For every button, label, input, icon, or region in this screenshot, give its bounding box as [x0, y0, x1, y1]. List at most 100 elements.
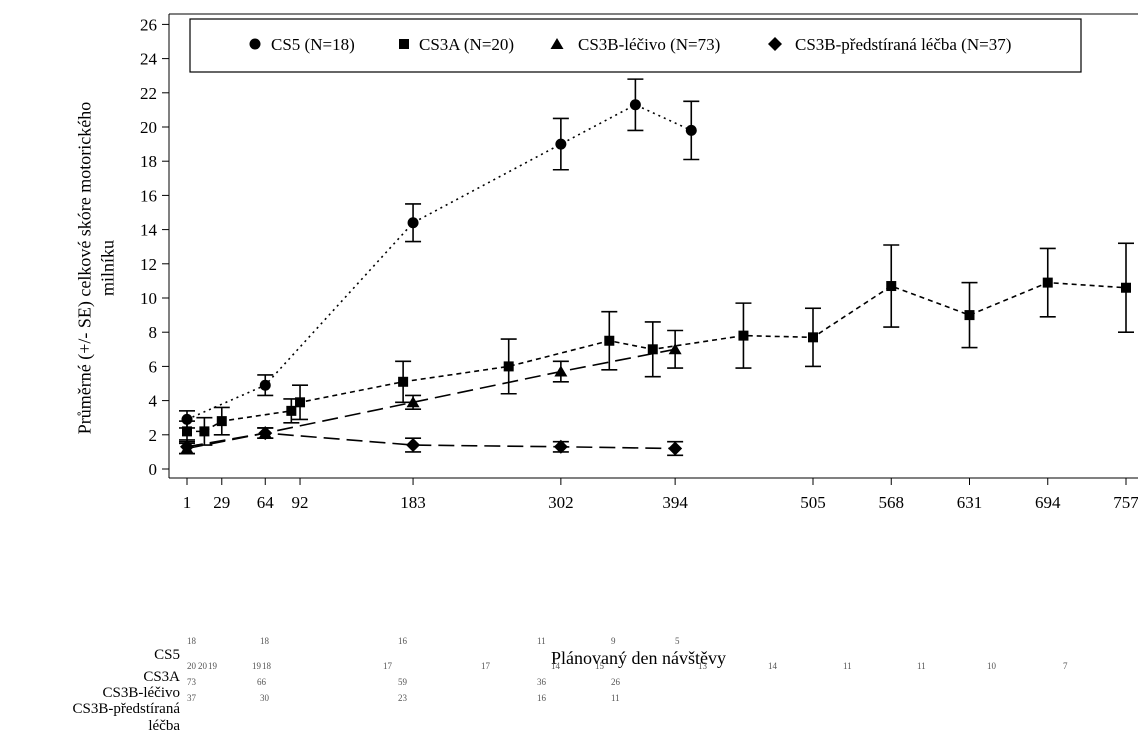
data-point-circle	[685, 124, 697, 136]
data-point-square	[1121, 282, 1131, 293]
data-point-diamond	[180, 439, 194, 454]
x-tick-label: 183	[400, 493, 426, 512]
legend-label: CS3B-léčivo (N=73)	[578, 35, 720, 54]
x-tick-label: 92	[292, 493, 309, 512]
data-point-square	[738, 330, 749, 341]
risk-table-count: 20	[198, 661, 207, 671]
series-circle	[179, 78, 700, 429]
risk-table-count: 7	[1063, 661, 1068, 671]
data-point-circle	[629, 99, 641, 111]
risk-table-count: 59	[398, 677, 407, 687]
series-line	[187, 281, 1127, 433]
risk-table-count: 37	[187, 693, 196, 703]
y-tick-label: 6	[149, 357, 158, 376]
series-line	[186, 103, 692, 421]
data-point-circle	[259, 379, 271, 391]
series-layer	[179, 78, 1134, 457]
data-point-diamond	[668, 441, 683, 456]
risk-table-count: 14	[551, 661, 560, 671]
risk-table-count: 20	[187, 661, 196, 671]
risk-table-count: 11	[843, 661, 852, 671]
y-tick-label: 26	[140, 15, 157, 34]
risk-table-count: 19	[208, 661, 217, 671]
risk-table-count: 13	[698, 661, 707, 671]
data-point-diamond	[406, 438, 421, 453]
risk-row-label-cs5: CS5	[154, 647, 180, 663]
data-point-circle	[555, 138, 567, 150]
data-point-square	[182, 426, 192, 437]
legend-marker-triangle	[550, 38, 564, 49]
y-axis-title-line-1: Průměrné (+/- SE) celkové skóre motorick…	[73, 101, 94, 435]
data-point-square	[216, 416, 227, 427]
y-tick-label: 12	[140, 255, 157, 274]
data-point-circle	[407, 217, 419, 229]
y-tick-label: 16	[140, 186, 157, 205]
y-tick-label: 20	[140, 118, 157, 137]
y-tick-label: 0	[149, 460, 158, 479]
risk-table-count: 30	[260, 693, 269, 703]
risk-table-count: 26	[611, 677, 620, 687]
data-point-square	[647, 344, 658, 355]
data-point-square	[398, 376, 409, 387]
y-tick-label: 18	[140, 152, 157, 171]
risk-table-count: 5	[675, 636, 680, 646]
x-tick-label: 505	[800, 493, 826, 512]
legend-marker-square	[399, 39, 409, 49]
y-tick-label: 10	[140, 289, 157, 308]
y-tick-label: 14	[140, 221, 158, 240]
legend-marker-diamond	[768, 37, 782, 51]
data-point-square	[1042, 277, 1053, 288]
y-tick-label: 2	[149, 426, 158, 445]
x-tick-label: 757	[1113, 493, 1138, 512]
risk-row-label-cs3b-drug: CS3B-léčivo	[102, 685, 181, 701]
data-point-diamond	[258, 426, 273, 441]
data-point-square	[199, 426, 210, 437]
risk-table-count: 18	[187, 636, 196, 646]
x-axis-title: Plánovaný den návštěvy	[551, 648, 726, 668]
x-tick-label: 64	[257, 493, 275, 512]
y-tick-label: 8	[149, 323, 158, 342]
data-point-triangle	[406, 396, 420, 408]
series-triangle	[179, 329, 684, 455]
risk-table-count: 66	[257, 677, 266, 687]
data-point-triangle	[668, 343, 682, 355]
legend-label: CS3A (N=20)	[419, 35, 514, 54]
risk-table-count: 17	[481, 661, 490, 671]
y-axis-title-line-2: milníku	[96, 240, 117, 297]
x-tick-label: 302	[548, 493, 574, 512]
risk-table-count: 9	[611, 636, 616, 646]
x-tick-label: 29	[213, 493, 230, 512]
risk-table-count: 14	[768, 661, 777, 671]
risk-table-count: 18	[260, 636, 269, 646]
x-axis-ticks: 1 29 64 92 183 302 394 505 568 631 694 757	[183, 478, 1138, 512]
data-point-diamond	[553, 439, 568, 454]
y-axis-title: Průměrné (+/- SE) celkové skóre motorick…	[73, 102, 119, 435]
risk-table-count: 11	[611, 693, 620, 703]
risk-table-count: 16	[398, 636, 407, 646]
risk-table-count: 16	[537, 693, 546, 703]
legend-box	[189, 18, 1082, 73]
x-tick-label: 1	[183, 493, 192, 512]
data-point-square	[295, 397, 306, 408]
series-diamond	[179, 426, 684, 457]
y-tick-label: 4	[149, 392, 158, 411]
risk-table-count: 19	[252, 661, 261, 671]
x-tick-label: 394	[662, 493, 688, 512]
risk-row-label-cs3b-sham-line-2: léčba	[148, 718, 180, 734]
data-point-square	[964, 310, 975, 321]
risk-table-count: 11	[917, 661, 926, 671]
risk-table-count: 18	[262, 661, 271, 671]
legend-label: CS3B-předstíraná léčba (N=37)	[795, 35, 1011, 54]
data-point-square	[808, 332, 818, 343]
y-tick-label: 24	[140, 50, 158, 69]
risk-table-count: 23	[398, 693, 407, 703]
data-point-square	[886, 281, 897, 292]
data-point-square	[286, 405, 297, 416]
legend-label: CS5 (N=18)	[271, 35, 355, 54]
risk-row-label-cs3a: CS3A	[143, 669, 180, 685]
legend-marker-circle	[249, 38, 261, 50]
x-tick-label: 694	[1035, 493, 1061, 512]
x-tick-label: 631	[957, 493, 983, 512]
